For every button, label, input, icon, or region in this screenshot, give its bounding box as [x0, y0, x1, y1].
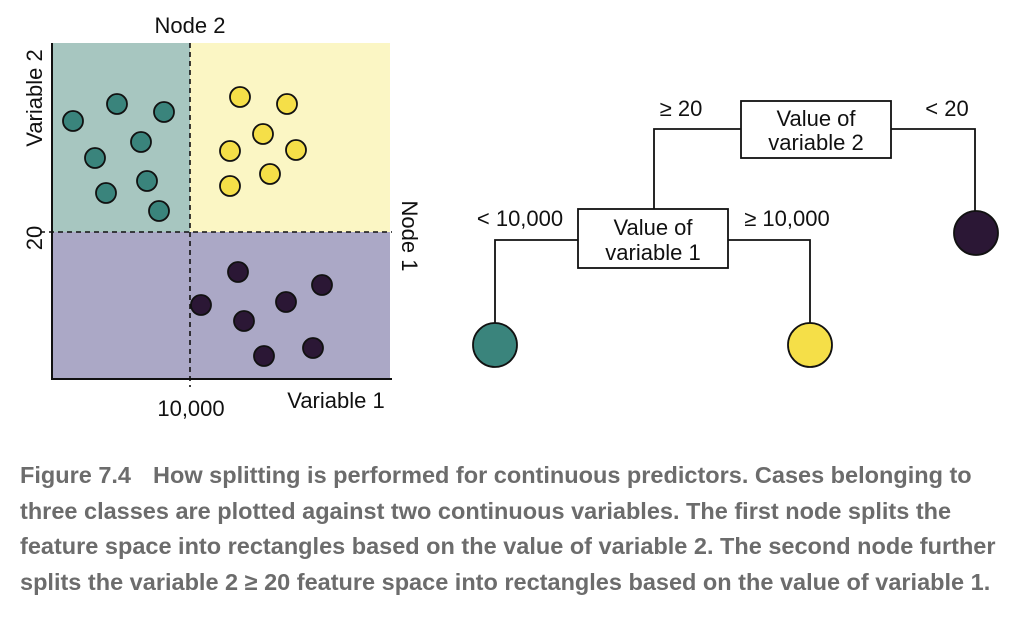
- yellow-point: [285, 139, 307, 161]
- region-purple: [52, 232, 390, 379]
- root-node-box: [740, 100, 892, 159]
- caption-text: How splitting is performed for continuou…: [20, 462, 996, 595]
- leaf-purple: [953, 210, 999, 256]
- branch-label-ge-20: ≥ 20: [660, 96, 703, 121]
- node-2-label: Node 2: [155, 13, 226, 38]
- teal-point: [84, 147, 106, 169]
- yellow-point: [259, 163, 281, 185]
- leaf-yellow: [787, 322, 833, 368]
- yellow-point: [219, 175, 241, 197]
- branch-label-lt-20: < 20: [925, 96, 968, 121]
- teal-point: [62, 110, 84, 132]
- figure-diagram: Node 2 Variable 2 20 Node 1 10,000 Varia…: [22, 13, 999, 421]
- edge-child-left: [494, 239, 578, 323]
- purple-point: [233, 310, 255, 332]
- teal-point: [95, 182, 117, 204]
- edge-root-left: [653, 128, 741, 209]
- edge-root-right: [891, 128, 976, 211]
- purple-point: [190, 294, 212, 316]
- branch-label-lt-10000: < 10,000: [477, 206, 563, 231]
- yellow-point: [219, 140, 241, 162]
- figure-number: Figure 7.4: [20, 462, 132, 488]
- scatter-panel: Node 2 Variable 2 20 Node 1 10,000 Varia…: [22, 13, 422, 421]
- yellow-point: [229, 86, 251, 108]
- child-node-box: [577, 208, 729, 269]
- root-node-label-line2: variable 2: [768, 130, 863, 155]
- purple-points: [190, 261, 333, 367]
- x-axis-label: Variable 1: [287, 388, 384, 413]
- purple-point: [302, 337, 324, 359]
- teal-point: [148, 200, 170, 222]
- figure-caption: Figure 7.4 How splitting is performed for…: [20, 458, 1010, 600]
- decision-tree: Value of variable 2 Value of variable 1 …: [472, 96, 999, 368]
- teal-point: [153, 101, 175, 123]
- branch-label-ge-10000: ≥ 10,000: [744, 206, 829, 231]
- child-node-label-line2: variable 1: [605, 240, 700, 265]
- region-yellow: [190, 43, 390, 232]
- leaf-teal: [472, 322, 518, 368]
- root-node-label-line1: Value of: [776, 106, 856, 131]
- purple-point: [275, 291, 297, 313]
- region-teal: [52, 43, 190, 232]
- teal-point: [136, 170, 158, 192]
- teal-point: [130, 131, 152, 153]
- node-1-label: Node 1: [397, 201, 422, 272]
- purple-point: [227, 261, 249, 283]
- yellow-point: [252, 123, 274, 145]
- edge-child-right: [728, 239, 811, 323]
- root-node: Value of variable 2: [740, 100, 892, 159]
- y-axis-label: Variable 2: [22, 49, 47, 146]
- purple-point: [311, 274, 333, 296]
- teal-point: [106, 93, 128, 115]
- yellow-points: [219, 86, 307, 197]
- teal-points: [62, 93, 175, 222]
- yellow-point: [276, 93, 298, 115]
- child-node: Value of variable 1: [577, 208, 729, 269]
- child-node-label-line1: Value of: [613, 215, 693, 240]
- x-split-tick-label: 10,000: [157, 396, 224, 421]
- purple-point: [253, 345, 275, 367]
- y-split-tick-label: 20: [22, 226, 47, 250]
